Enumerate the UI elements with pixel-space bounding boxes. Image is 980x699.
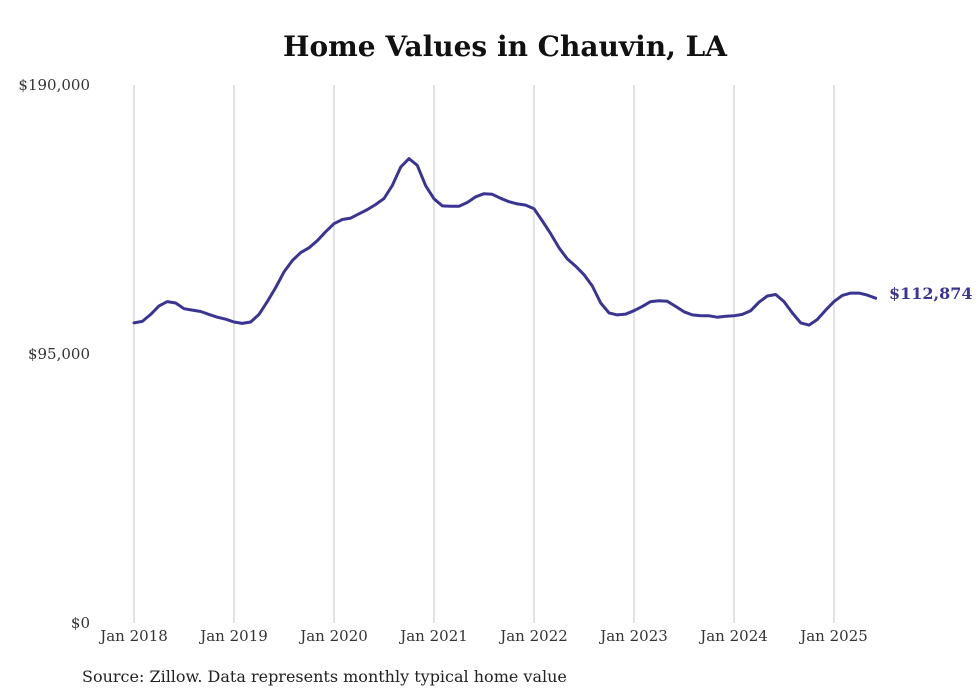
y-tick-label: $0 [71, 614, 90, 632]
end-value-label-group: $112,874 [889, 284, 973, 303]
x-tick-label: Jan 2022 [498, 627, 568, 645]
x-tick-label: Jan 2024 [698, 627, 768, 645]
x-tick-label: Jan 2023 [598, 627, 668, 645]
x-axis-ticks: Jan 2018 Jan 2019 Jan 2020 Jan 2021 Jan 2022… [98, 627, 868, 645]
chart-title: Home Values in Chauvin, LA [283, 30, 727, 63]
x-tick-label: Jan 2021 [398, 627, 468, 645]
y-tick-label: $190,000 [18, 76, 90, 94]
series-line [132, 157, 878, 327]
x-tick-label: Jan 2020 [298, 627, 368, 645]
x-tick-label: Jan 2018 [98, 627, 168, 645]
x-tick-label: Jan 2019 [198, 627, 268, 645]
series-group [132, 157, 878, 327]
y-axis-ticks: $0 $95,000 $190,000 [18, 76, 90, 632]
gridlines [133, 85, 835, 623]
source-note: Source: Zillow. Data represents monthly … [82, 667, 567, 686]
x-tick-label: Jan 2025 [798, 627, 868, 645]
y-tick-label: $95,000 [28, 345, 90, 363]
end-value-label: $112,874 [889, 284, 973, 303]
